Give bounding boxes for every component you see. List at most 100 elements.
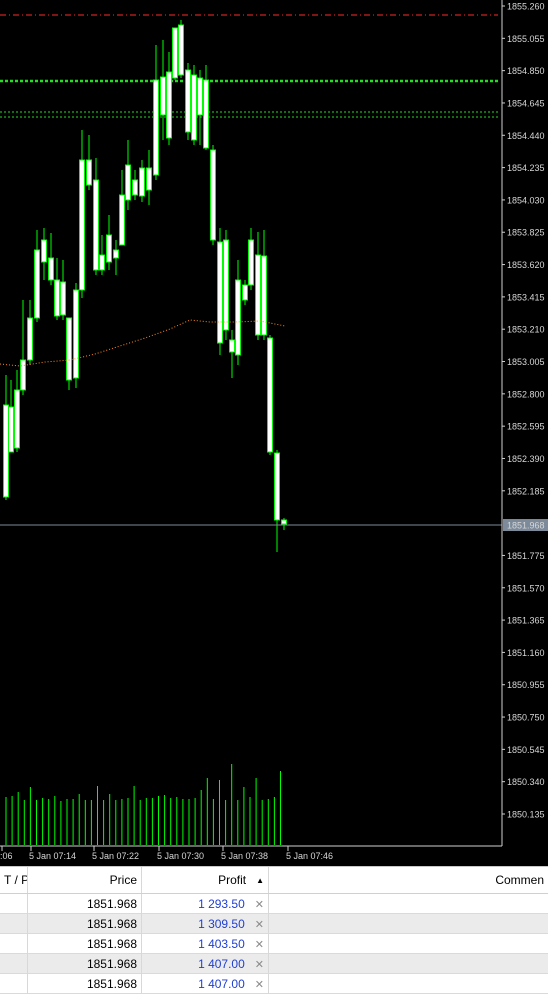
candle-body	[211, 150, 216, 240]
candle-body	[120, 195, 125, 245]
profit-value: 1 403.50	[198, 937, 245, 951]
candle-body	[236, 280, 241, 355]
profit-cell: 1 309.50✕	[142, 914, 269, 934]
profit-value: 1 407.00	[198, 957, 245, 971]
profit-cell: 1 407.00 ✕	[142, 954, 269, 974]
candle-body	[154, 80, 159, 175]
profit-cell: 1 293.50✕	[142, 894, 269, 914]
candle-body	[126, 165, 131, 200]
candle-body	[224, 240, 229, 330]
time-tick-label: 5 Jan 07:38	[221, 851, 268, 861]
candle-body	[262, 256, 267, 335]
column-header-price[interactable]: Price	[28, 867, 142, 894]
close-position-icon[interactable]: ✕	[255, 939, 264, 951]
tp-cell	[0, 914, 28, 934]
time-tick-label: 5 Jan 07:22	[92, 851, 139, 861]
candle-body	[74, 290, 79, 378]
price-tick-label: 1853.620	[507, 260, 545, 270]
price-tick-label: 1855.260	[507, 2, 545, 12]
candle-body	[55, 280, 60, 316]
candle-body	[87, 160, 92, 185]
profit-header-label: Profit	[218, 873, 246, 887]
trade-terminal: T / P Price Profit▲ Commen 1851.968 1 29…	[0, 866, 548, 999]
candle-body	[9, 407, 14, 452]
price-tick-label: 1853.005	[507, 357, 545, 367]
moving-average-line	[0, 320, 285, 366]
trade-row[interactable]: 1851.968 1 407.00 ✕	[0, 954, 548, 974]
price-tick-label: 1850.340	[507, 777, 545, 787]
candle-body	[94, 180, 99, 270]
candle-body	[275, 453, 280, 520]
time-tick-label: :06	[0, 851, 13, 861]
candle-body	[67, 318, 72, 380]
price-tick-label: 1850.135	[507, 810, 545, 820]
chart-canvas[interactable]: 1855.2601855.0551854.8501854.6451854.440…	[0, 0, 548, 866]
close-position-icon[interactable]: ✕	[255, 899, 264, 911]
candle-body	[28, 318, 33, 360]
price-cell: 1851.968	[28, 894, 142, 914]
close-position-icon[interactable]: ✕	[255, 919, 264, 931]
trade-row[interactable]: 1851.968 1 407.00✕	[0, 974, 548, 994]
candle-body	[230, 340, 235, 352]
candle-body	[249, 240, 254, 285]
price-tick-label: 1852.185	[507, 486, 545, 496]
price-tick-label: 1851.775	[507, 551, 545, 561]
trade-row[interactable]: 1851.968 1 403.50 ✕	[0, 934, 548, 954]
candle-body	[179, 25, 184, 75]
price-tick-label: 1854.645	[507, 98, 545, 108]
trades-header-row: T / P Price Profit▲ Commen	[0, 867, 548, 894]
time-tick-label: 5 Jan 07:46	[286, 851, 333, 861]
time-tick-label: 5 Jan 07:14	[29, 851, 76, 861]
candle-body	[173, 28, 178, 78]
tp-cell	[0, 954, 28, 974]
price-tick-label: 1850.955	[507, 680, 545, 690]
price-tick-label: 1854.030	[507, 195, 545, 205]
price-cell: 1851.968	[28, 954, 142, 974]
price-cell: 1851.968	[28, 934, 142, 954]
price-tick-label: 1853.415	[507, 292, 545, 302]
price-tick-label: 1852.390	[507, 454, 545, 464]
candle-body	[204, 80, 209, 148]
comment-cell	[269, 894, 548, 914]
candle-body	[167, 72, 172, 138]
candle-body	[186, 70, 191, 132]
comment-cell	[269, 934, 548, 954]
trade-row[interactable]: 1851.968 1 293.50✕	[0, 894, 548, 914]
price-tick-label: 1851.365	[507, 616, 545, 626]
tp-cell	[0, 974, 28, 994]
price-tick-label: 1853.210	[507, 325, 545, 335]
price-tick-label: 1852.800	[507, 389, 545, 399]
candle-body	[61, 282, 66, 315]
candle-body	[100, 255, 105, 270]
candle-body	[80, 160, 85, 290]
comment-cell	[269, 954, 548, 974]
comment-cell	[269, 914, 548, 934]
price-tick-label: 1852.595	[507, 422, 545, 432]
trade-row[interactable]: 1851.968 1 309.50✕	[0, 914, 548, 934]
candle-body	[268, 338, 273, 452]
candle-body	[147, 168, 152, 190]
close-position-icon[interactable]: ✕	[255, 979, 264, 991]
tp-cell	[0, 894, 28, 914]
column-header-comment[interactable]: Commen	[269, 867, 548, 894]
candle-body	[133, 180, 138, 195]
price-cell: 1851.968	[28, 974, 142, 994]
comment-cell	[269, 974, 548, 994]
candle-body	[49, 258, 54, 280]
candle-body	[140, 168, 145, 196]
price-tick-label: 1851.570	[507, 583, 545, 593]
price-tick-label: 1850.545	[507, 745, 545, 755]
price-tick-label: 1851.160	[507, 648, 545, 658]
candle-body	[243, 285, 248, 300]
column-header-profit[interactable]: Profit▲	[142, 867, 269, 894]
candle-body	[198, 78, 203, 115]
close-position-icon[interactable]: ✕	[255, 959, 264, 971]
column-header-tp[interactable]: T / P	[0, 867, 28, 894]
candle-body	[114, 250, 119, 258]
candle-body	[192, 75, 197, 140]
profit-cell: 1 407.00✕	[142, 974, 269, 994]
candle-body	[218, 242, 223, 343]
price-tick-label: 1850.750	[507, 713, 545, 723]
candle-body	[4, 405, 9, 497]
